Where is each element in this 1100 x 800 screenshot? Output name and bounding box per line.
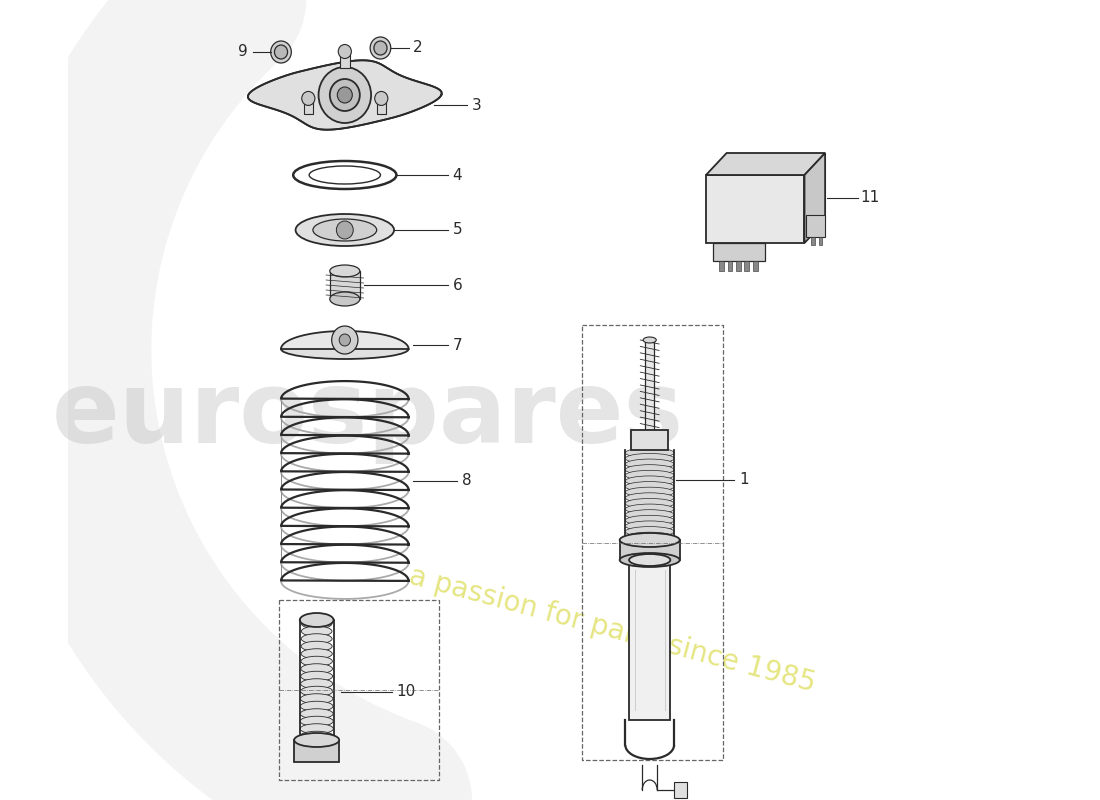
Ellipse shape: [644, 337, 657, 343]
Ellipse shape: [625, 510, 674, 520]
Circle shape: [374, 41, 387, 55]
Ellipse shape: [301, 656, 332, 666]
Circle shape: [338, 87, 352, 103]
Bar: [631, 430, 669, 450]
Ellipse shape: [300, 613, 333, 627]
Ellipse shape: [625, 498, 674, 509]
Ellipse shape: [301, 649, 332, 658]
Ellipse shape: [625, 521, 674, 531]
Circle shape: [330, 79, 360, 111]
Ellipse shape: [296, 214, 394, 246]
Ellipse shape: [300, 716, 333, 726]
Text: eurospares: eurospares: [52, 366, 684, 463]
Ellipse shape: [300, 694, 333, 704]
Bar: [811, 237, 815, 245]
Circle shape: [338, 45, 351, 58]
Ellipse shape: [312, 219, 376, 241]
Bar: [376, 98, 386, 114]
Ellipse shape: [294, 733, 339, 747]
Ellipse shape: [629, 554, 670, 566]
Text: 7: 7: [453, 338, 462, 353]
Circle shape: [275, 45, 287, 59]
Text: 6: 6: [453, 278, 462, 293]
Ellipse shape: [301, 618, 332, 629]
Circle shape: [370, 37, 390, 59]
Ellipse shape: [300, 709, 333, 718]
Ellipse shape: [625, 493, 674, 503]
Circle shape: [375, 91, 388, 106]
Ellipse shape: [300, 702, 333, 711]
Bar: [736, 261, 740, 271]
Ellipse shape: [330, 292, 360, 306]
Text: 11: 11: [861, 190, 880, 206]
Ellipse shape: [625, 465, 674, 474]
Bar: [645, 340, 654, 430]
Ellipse shape: [330, 265, 360, 277]
Bar: [629, 560, 670, 720]
Ellipse shape: [280, 339, 408, 359]
Text: 8: 8: [462, 474, 472, 489]
Polygon shape: [706, 153, 825, 175]
Ellipse shape: [625, 470, 674, 480]
Text: 1: 1: [739, 473, 748, 487]
Polygon shape: [280, 331, 408, 349]
Ellipse shape: [301, 642, 332, 651]
Ellipse shape: [625, 459, 674, 469]
Bar: [806, 215, 825, 237]
Ellipse shape: [625, 515, 674, 526]
Text: 10: 10: [396, 685, 416, 699]
Ellipse shape: [301, 634, 332, 644]
Ellipse shape: [300, 731, 333, 742]
Text: 4: 4: [453, 167, 462, 182]
Ellipse shape: [300, 678, 332, 689]
Ellipse shape: [625, 504, 674, 514]
Ellipse shape: [619, 553, 680, 567]
Bar: [674, 782, 688, 798]
Ellipse shape: [625, 532, 674, 542]
Text: a passion for parts since 1985: a passion for parts since 1985: [406, 562, 818, 698]
Bar: [340, 51, 350, 67]
Ellipse shape: [625, 487, 674, 497]
Ellipse shape: [625, 482, 674, 491]
Ellipse shape: [300, 671, 332, 682]
Bar: [619, 540, 680, 560]
Bar: [818, 237, 823, 245]
Text: 2: 2: [414, 41, 422, 55]
Ellipse shape: [300, 724, 333, 734]
Bar: [330, 271, 360, 299]
Circle shape: [337, 221, 353, 239]
Ellipse shape: [625, 454, 674, 463]
Ellipse shape: [625, 476, 674, 486]
Ellipse shape: [619, 533, 680, 547]
Bar: [714, 243, 766, 261]
Ellipse shape: [300, 686, 333, 696]
Bar: [745, 261, 749, 271]
Polygon shape: [248, 60, 442, 130]
Bar: [706, 175, 804, 243]
Text: 3: 3: [472, 98, 481, 113]
Circle shape: [271, 41, 292, 63]
Ellipse shape: [625, 526, 674, 537]
Bar: [719, 261, 724, 271]
Circle shape: [301, 91, 315, 106]
Text: 5: 5: [453, 222, 462, 238]
Ellipse shape: [300, 664, 332, 674]
Circle shape: [332, 326, 358, 354]
Bar: [304, 98, 313, 114]
Circle shape: [339, 334, 351, 346]
Text: 9: 9: [239, 45, 249, 59]
Bar: [727, 261, 733, 271]
Bar: [752, 261, 758, 271]
Ellipse shape: [301, 626, 332, 636]
Bar: [294, 740, 339, 762]
Ellipse shape: [625, 448, 674, 458]
Circle shape: [319, 67, 371, 123]
Polygon shape: [804, 153, 825, 243]
